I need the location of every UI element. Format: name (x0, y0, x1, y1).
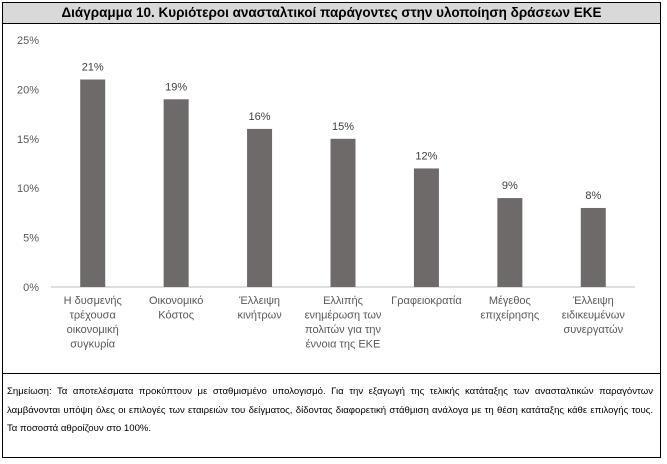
data-label: 19% (165, 81, 187, 93)
data-label: 15% (332, 121, 354, 133)
bar (497, 198, 523, 287)
data-label: 12% (415, 150, 437, 162)
x-tick-label: Έλλειψη ειδικευμένων συνεργατών (562, 295, 626, 336)
x-tick-label: Γραφειοκρατία (391, 295, 462, 307)
data-label: 16% (249, 111, 271, 123)
bar (580, 207, 606, 287)
figure-frame: Διάγραμμα 10. Κυριότεροι ανασταλτικοί πα… (2, 2, 661, 458)
chart-area: 0% 5% 10% 15% 20% 25% 21% Η δυσμενής τρέχουσα οικ… (3, 24, 660, 374)
chart-note: Σημείωση: Τα αποτελέσματα προκύπτουν με … (7, 386, 653, 434)
y-tick-label: 15% (17, 134, 39, 146)
bar (80, 79, 106, 287)
x-tick-label: Οικονομικό Κόστος (149, 295, 203, 322)
y-tick-label: 20% (17, 84, 39, 96)
bar (330, 138, 356, 287)
y-tick-label: 0% (23, 282, 39, 294)
bar-chart: 0% 5% 10% 15% 20% 25% 21% Η δυσμενής τρέχουσα οικ… (17, 35, 635, 351)
bar (247, 128, 273, 287)
x-tick-label: Ελλιπής ενημέρωση των πολιτών για την έννοι… (305, 295, 382, 351)
y-tick-label: 25% (17, 35, 39, 47)
data-label: 8% (585, 190, 601, 202)
y-tick-label: 10% (17, 183, 39, 195)
x-tick-label: Έλλειψη κινήτρων (237, 295, 282, 322)
bar (413, 168, 439, 287)
y-tick-label: 5% (23, 233, 39, 245)
data-label: 21% (82, 62, 104, 74)
data-label: 9% (502, 180, 518, 192)
x-tick-label: Η δυσμενής τρέχουσα οικονομική συγκυρία (64, 295, 122, 351)
x-tick-label: Μέγεθος επιχείρησης (481, 295, 540, 322)
chart-title: Διάγραμμα 10. Κυριότεροι ανασταλτικοί πα… (3, 3, 660, 24)
bar (163, 99, 189, 287)
